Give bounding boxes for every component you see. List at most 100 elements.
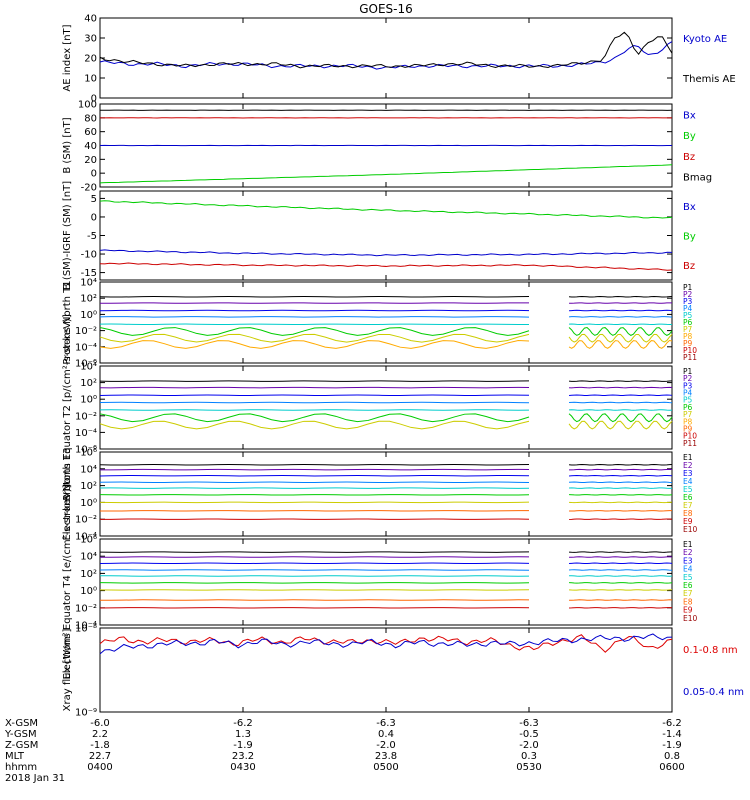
series-label: E10 [683,525,698,534]
series-label: P1 [683,283,693,292]
y-tick-label: 10⁻⁴ [75,342,97,353]
y-axis-label: Protons Equator T2 [p/(cm²-s-sr-keV)] [62,314,73,501]
series-label: P10 [683,346,697,355]
y-tick-label: 10⁻² [75,326,97,337]
y-tick-label: 10⁻⁶ [75,359,97,370]
footer-value: 0500 [373,762,398,773]
series-label: E1 [683,453,693,462]
series-line [99,262,673,271]
y-tick-label: 0 [91,94,97,105]
y-tick-label: 10⁰ [80,310,97,321]
footer-value: 23.8 [375,751,397,762]
y-tick-label: 10 [84,74,97,85]
series-label: By [683,232,696,243]
series-label: Themis AE [682,74,736,85]
footer-value: -6.0 [90,718,110,729]
series-label: P11 [683,353,697,362]
series-label: P2 [683,290,693,299]
footer-value: -1.4 [662,729,682,740]
series-line [568,340,673,349]
y-tick-label: 20 [84,54,97,65]
y-tick-label: 40 [84,14,97,25]
panel-frame [99,281,673,364]
footer-date: 2018 Jan 31 [5,773,65,784]
y-axis-label: B (SM)-IGRF (SM) [nT] [62,181,73,290]
footer-value: 2.2 [92,729,108,740]
y-tick-label: 10⁻⁴ [75,621,97,632]
series-label: P5 [683,396,693,405]
series-line [99,634,673,653]
series-line [99,41,673,70]
series-line [99,333,530,343]
series-label: E2 [683,548,693,557]
series-line [568,420,673,430]
y-axis-label: Electrons North T3 [62,447,73,540]
y-tick-label: 0 [91,169,97,180]
y-tick-label: 10⁰ [80,498,97,509]
footer-value: -1.9 [662,740,682,751]
series-label: Bz [683,152,695,163]
panel-frame [99,17,673,99]
series-label: P11 [683,439,697,448]
series-line [99,249,673,257]
series-label: P5 [683,311,693,320]
series-label: By [683,131,696,142]
series-line [99,164,673,184]
series-label: E1 [683,540,693,549]
series-label: E3 [683,556,693,565]
series-line [99,413,530,423]
y-axis-label: Protons North T1 [62,280,73,364]
footer-value: 0600 [659,762,684,773]
y-tick-label: 10² [80,481,97,492]
y-tick-label: 10⁻² [75,515,97,526]
y-tick-label: 10⁻² [75,411,97,422]
footer-value: 0.3 [521,751,537,762]
series-label: P8 [683,417,693,426]
y-axis-label: Xray flux [W/m²] [62,629,73,712]
footer-value: -2.0 [519,740,539,751]
y-tick-label: 10⁴ [80,552,97,563]
footer-value: 0530 [516,762,541,773]
series-label: E2 [683,461,693,470]
y-axis-label: Electrons Equator T4 [e/(cm²-s-sr-keV)] [62,484,73,679]
y-tick-label: 10⁴ [80,362,97,373]
footer-value: 1.3 [235,729,251,740]
series-label: E6 [683,581,693,590]
series-label: E6 [683,493,693,502]
series-label: Kyoto AE [683,34,727,45]
series-label: P9 [683,339,693,348]
series-label: P4 [683,389,693,398]
panel-frame [99,365,673,450]
series-label: P3 [683,381,693,390]
series-line [568,327,673,336]
series-label: Bmag [683,173,712,184]
series-label: P6 [683,318,693,327]
footer-value: 0.4 [378,729,394,740]
panel-frame [99,627,673,713]
series-label: E3 [683,469,693,478]
y-axis-label: AE index [nT] [62,24,73,91]
series-line [568,333,673,343]
y-tick-label: 30 [84,34,97,45]
footer-row-label: hhmm [5,762,37,773]
series-label: 0.05-0.4 nm [683,687,744,698]
y-tick-label: 100 [78,100,97,111]
y-tick-label: 10⁻² [75,603,97,614]
footer-value: -6.2 [233,718,253,729]
y-axis-label: B (SM) [nT] [62,117,73,173]
series-line [99,340,530,349]
y-tick-label: -15 [81,268,97,279]
series-label: Bx [683,110,696,121]
footer-value: 22.7 [89,751,111,762]
series-label: P4 [683,304,693,313]
y-tick-label: -5 [87,231,97,242]
y-tick-label: 10⁻⁸ [75,624,97,635]
y-tick-label: -10 [81,250,97,261]
footer-row-label: MLT [5,751,25,762]
series-label: P3 [683,297,693,306]
